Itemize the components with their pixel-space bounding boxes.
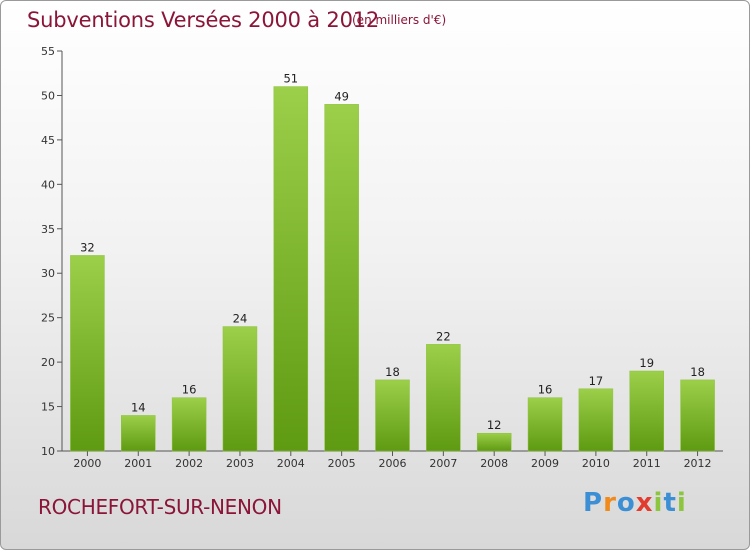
bar-2006 (375, 379, 410, 452)
y-tick-label: 35 (41, 223, 55, 236)
logo-letter: i (676, 488, 687, 518)
commune-name: ROCHEFORT-SUR-NENON (38, 495, 282, 519)
y-tick-label: 45 (41, 134, 55, 147)
data-label-2007: 22 (436, 329, 451, 343)
x-tick-label: 2000 (73, 457, 101, 470)
x-tick-label: 2010 (582, 457, 610, 470)
y-tick-label: 20 (41, 356, 55, 369)
logo-letter: o (616, 488, 636, 518)
data-label-2012: 18 (690, 365, 705, 379)
data-label-2003: 24 (233, 312, 248, 326)
data-label-2001: 14 (131, 400, 146, 414)
proxiti-logo[interactable]: Proxiti (583, 488, 687, 518)
data-label-2009: 16 (538, 383, 553, 397)
bar-2003 (222, 326, 258, 452)
x-tick-label: 2005 (328, 457, 356, 470)
bar-2005 (324, 104, 359, 452)
logo-letter: P (583, 488, 604, 518)
data-label-2005: 49 (334, 89, 349, 103)
x-tick-label: 2003 (226, 457, 254, 470)
y-tick-label: 55 (41, 45, 55, 58)
chart-subtitle: (en milliers d'€) (352, 13, 447, 27)
bar-2009 (527, 397, 563, 452)
x-tick-label: 2002 (175, 457, 203, 470)
axes: 10 15 20 25 30 35 40 45 50 55 2000 2001 2002 2003 2004… (41, 45, 723, 470)
bar-2007 (426, 344, 461, 452)
y-tick-label: 25 (41, 312, 55, 325)
data-label-2006: 18 (385, 365, 400, 379)
bar-2004 (273, 86, 309, 452)
data-label-2000: 32 (80, 240, 95, 254)
bar-2010 (578, 388, 614, 452)
data-label-2002: 16 (182, 383, 197, 397)
x-tick-label: 2012 (684, 457, 712, 470)
logo-letter: i (653, 488, 664, 518)
x-tick-label: 2008 (480, 457, 508, 470)
x-tick-label: 2001 (124, 457, 152, 470)
y-tick-label: 10 (41, 445, 55, 458)
logo-letter: t (663, 488, 677, 518)
x-tick-label: 2007 (429, 457, 457, 470)
y-tick-label: 15 (41, 401, 55, 414)
chart-title: Subventions Versées 2000 à 2012 (27, 8, 380, 32)
logo-letter: x (635, 488, 654, 518)
bar-2000 (70, 255, 105, 452)
bar-2012 (680, 379, 715, 452)
y-tick-label: 40 (41, 178, 55, 191)
bar-2008 (476, 432, 512, 452)
x-tick-label: 2009 (531, 457, 559, 470)
bar-2001 (121, 415, 156, 452)
data-label-2008: 12 (487, 418, 502, 432)
data-labels: 32 14 16 24 51 49 18 22 12 16 17 19 18 (80, 72, 705, 433)
logo-letter: r (603, 488, 617, 518)
data-label-2004: 51 (283, 72, 298, 86)
x-tick-label: 2006 (379, 457, 407, 470)
x-tick-label: 2004 (277, 457, 305, 470)
data-label-2010: 17 (589, 374, 604, 388)
y-tick-label: 30 (41, 267, 55, 280)
bars (70, 86, 715, 452)
x-tick-label: 2011 (633, 457, 661, 470)
bar-2002 (171, 397, 207, 452)
bar-2011 (629, 370, 664, 452)
data-label-2011: 19 (639, 356, 654, 370)
y-tick-label: 50 (41, 89, 55, 102)
